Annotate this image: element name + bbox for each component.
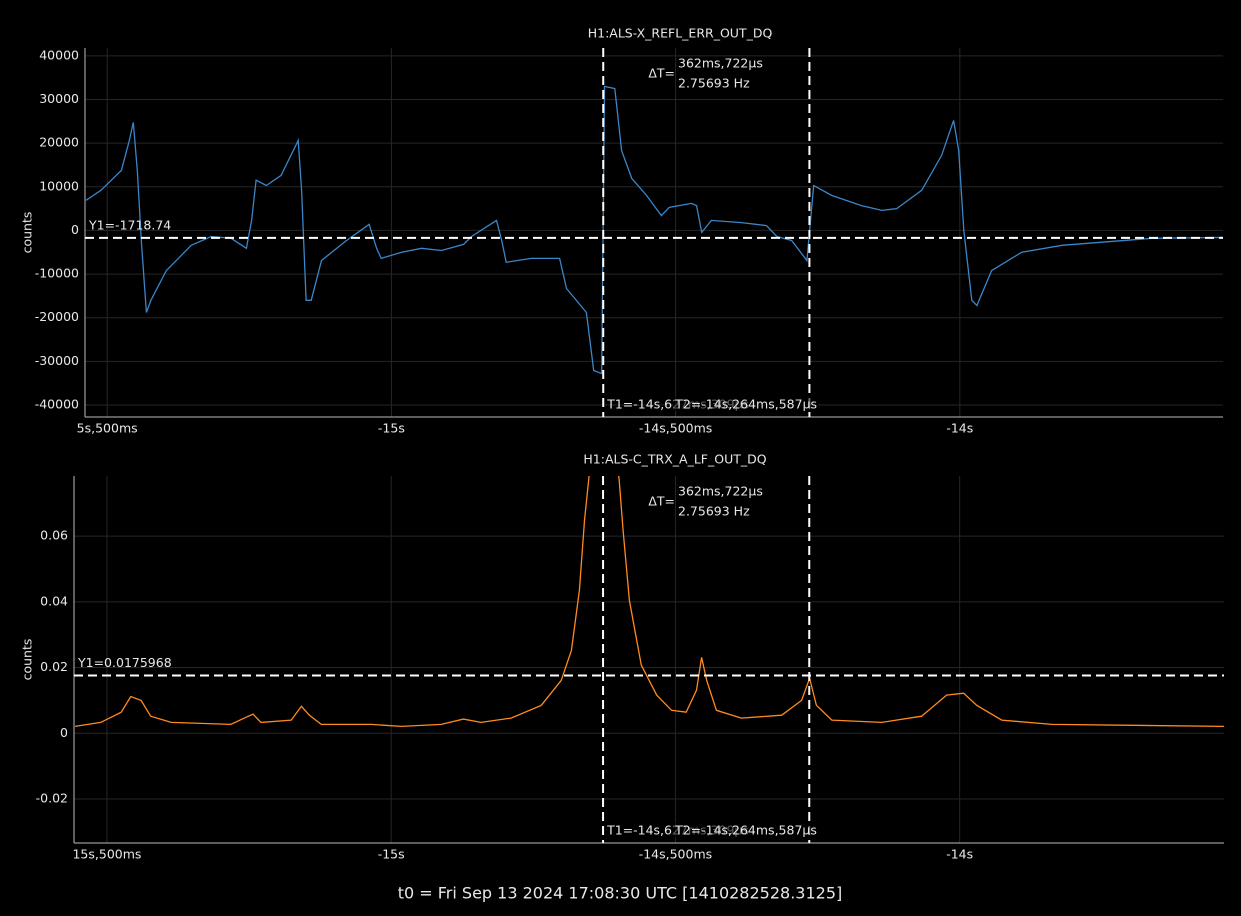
y-tick-label: 0.06: [40, 528, 68, 543]
y-cursor-label: Y1=-1718.74: [88, 217, 171, 232]
t2-label-bg: [673, 822, 818, 838]
delta-time: 362ms,722µs: [678, 56, 763, 71]
y-tick-label: 20000: [39, 135, 79, 150]
t2-label: T2=-14s,264ms,587µs: [674, 397, 817, 412]
x-tick-label: 15s,500ms: [72, 847, 141, 862]
x-tick-label: -14s: [946, 847, 973, 862]
x-tick-label: -14s,500ms: [639, 847, 712, 862]
delta-freq: 2.75693 Hz: [678, 504, 750, 519]
delta-freq: 2.75693 Hz: [678, 76, 750, 91]
y-tick-label: 10000: [39, 178, 79, 193]
delta-label: ΔT=: [648, 66, 675, 81]
y-tick-label: 0: [71, 222, 79, 237]
y-axis-label: counts: [20, 212, 35, 254]
y-axis-label: counts: [20, 639, 35, 681]
x-tick-label: -15s: [378, 847, 405, 862]
delta-time: 362ms,722µs: [678, 484, 763, 499]
y-tick-label: -30000: [35, 353, 79, 368]
y-tick-label: -20000: [35, 309, 79, 324]
delta-label: ΔT=: [648, 494, 675, 509]
chart-title: H1:ALS-X_REFL_ERR_OUT_DQ: [588, 26, 773, 41]
y-tick-label: 40000: [39, 47, 79, 62]
data-line: [74, 476, 1224, 728]
y-cursor-label: Y1=0.0175968: [77, 655, 172, 670]
data-line: [85, 85, 1223, 375]
y-tick-label: 30000: [39, 91, 79, 106]
y-tick-label: -40000: [35, 396, 79, 411]
t2-label-bg: [673, 396, 819, 412]
t2-label: T2=-14s,264ms,587µs: [674, 823, 817, 838]
y-tick-label: 0.02: [40, 659, 68, 674]
footer: t0 = Fri Sep 13 2024 17:08:30 UTC [14102…: [398, 884, 843, 903]
x-tick-label: 5s,500ms: [77, 421, 138, 436]
x-tick-label: -14s,500ms: [639, 421, 712, 436]
y-tick-label: 0.04: [40, 593, 68, 608]
y-tick-label: -0.02: [36, 790, 68, 805]
y-tick-label: 0: [60, 725, 68, 740]
x-tick-label: -14s: [946, 421, 973, 436]
chart-title: H1:ALS-C_TRX_A_LF_OUT_DQ: [583, 452, 766, 467]
y-tick-label: -10000: [35, 266, 79, 281]
x-tick-label: -15s: [378, 421, 405, 436]
